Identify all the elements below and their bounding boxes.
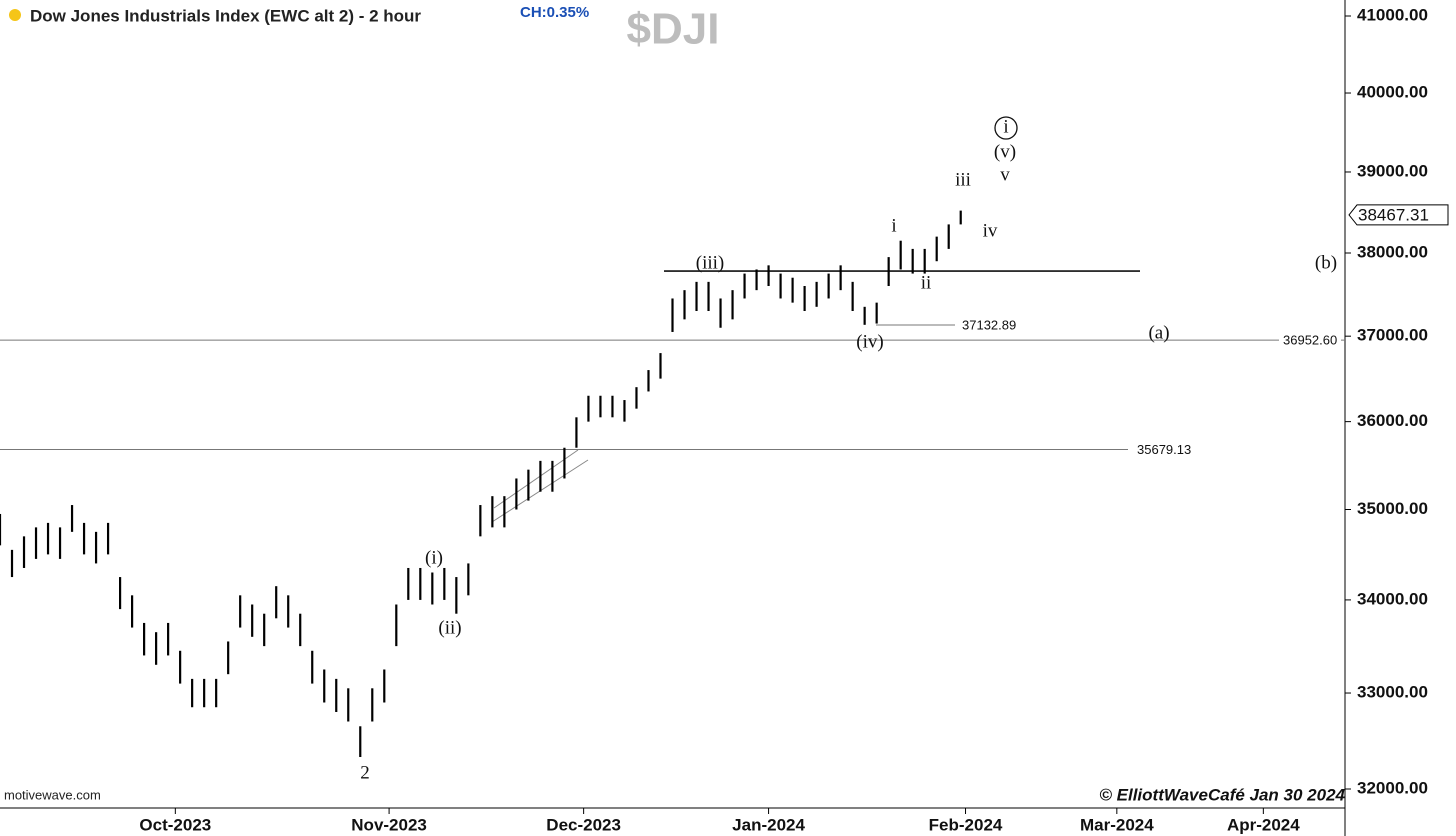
wave-label: (b) (1315, 252, 1337, 273)
level-label: 36952.60 (1283, 333, 1337, 348)
wave-label: (ii) (438, 617, 461, 638)
x-tick-label: Oct-2023 (139, 815, 211, 834)
wave-label: iv (983, 220, 998, 241)
last-price-label: 38467.31 (1358, 205, 1429, 224)
last-price-box (1348, 204, 1449, 226)
y-tick-label: 35000.00 (1357, 499, 1428, 518)
level-label-box (1279, 332, 1341, 349)
status-dot (9, 9, 21, 21)
y-tick-label: 37000.00 (1357, 326, 1428, 345)
wave-circle (994, 116, 1018, 140)
wave-label: ii (921, 272, 932, 293)
level-label: 35679.13 (1137, 442, 1191, 457)
x-tick-label: Nov-2023 (351, 815, 427, 834)
y-tick-label: 33000.00 (1357, 683, 1428, 702)
wave-label: (i) (425, 547, 443, 568)
wave-label: i (891, 215, 896, 236)
wave-label: 2 (360, 762, 370, 783)
y-tick-label: 38000.00 (1357, 242, 1428, 261)
wave-label: (a) (1148, 322, 1169, 343)
y-tick-label: 34000.00 (1357, 589, 1428, 608)
source-label: motivewave.com (4, 787, 101, 802)
wave-label: iii (955, 169, 971, 190)
change-label: CH:0.35% (520, 4, 589, 21)
x-tick-label: Apr-2024 (1227, 815, 1300, 834)
y-tick-label: 41000.00 (1357, 5, 1428, 24)
symbol-watermark: $DJI (627, 5, 720, 54)
y-tick-label: 36000.00 (1357, 411, 1428, 430)
chart-title: Dow Jones Industrials Index (EWC alt 2) … (30, 6, 421, 25)
y-tick-label: 32000.00 (1357, 778, 1428, 797)
level-label: 37132.89 (962, 317, 1016, 332)
x-tick-label: Jan-2024 (732, 815, 805, 834)
y-tick-label: 40000.00 (1357, 83, 1428, 102)
wave-label: (iv) (856, 331, 883, 352)
y-tick-label: 39000.00 (1357, 161, 1428, 180)
wave-label: (v) (994, 141, 1016, 162)
x-tick-label: Feb-2024 (929, 815, 1003, 834)
wave-label: v (1000, 164, 1010, 185)
copyright: © ElliottWaveCafé Jan 30 2024 (1099, 785, 1345, 804)
x-tick-label: Dec-2023 (546, 815, 621, 834)
wave-label: (iii) (696, 252, 725, 273)
wave-label: i (1003, 116, 1008, 137)
x-tick-label: Mar-2024 (1080, 815, 1154, 834)
